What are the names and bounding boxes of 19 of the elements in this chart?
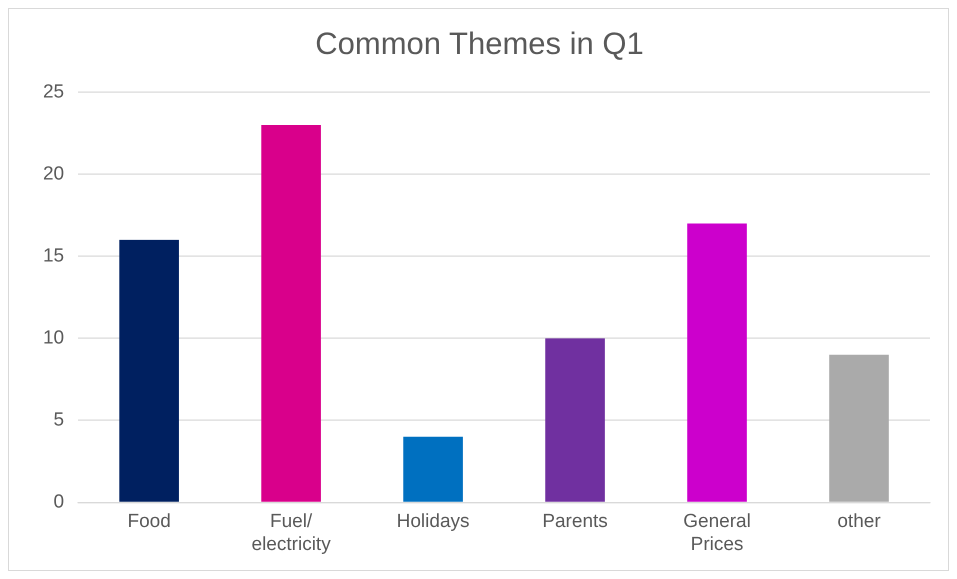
x-tick-label: General Prices bbox=[683, 511, 751, 555]
y-tick-label: 15 bbox=[42, 246, 64, 267]
x-tick-label: Food bbox=[127, 511, 171, 532]
y-tick-label: 10 bbox=[42, 328, 64, 349]
bar bbox=[261, 125, 321, 502]
x-tick-label: Holidays bbox=[396, 511, 470, 532]
y-tick-label: 25 bbox=[42, 81, 64, 102]
x-tick-label: Fuel/ electricity bbox=[252, 511, 332, 555]
bar bbox=[687, 223, 747, 502]
y-tick-label: 0 bbox=[54, 492, 64, 513]
bar bbox=[829, 354, 889, 502]
y-tick-label: 5 bbox=[54, 410, 64, 431]
y-tick-label: 20 bbox=[42, 163, 64, 184]
bar bbox=[119, 240, 179, 502]
bar bbox=[403, 436, 463, 502]
bar bbox=[545, 338, 605, 502]
x-tick-label: other bbox=[837, 511, 882, 532]
chart-title: Common Themes in Q1 bbox=[315, 26, 644, 62]
x-tick-label: Parents bbox=[542, 511, 608, 532]
